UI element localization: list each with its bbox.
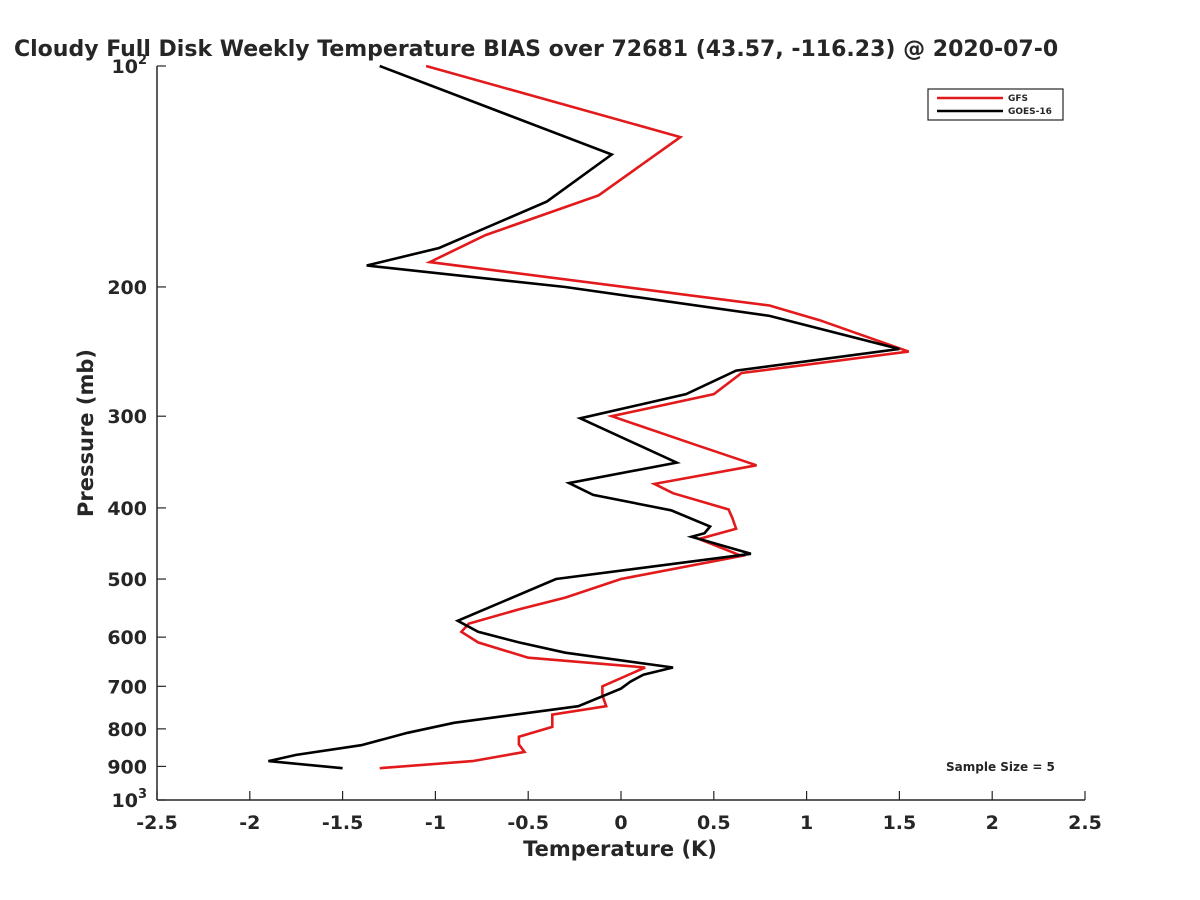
chart-title: Cloudy Full Disk Weekly Temperature BIAS… — [14, 37, 1058, 62]
x-tick-label: 0.5 — [697, 812, 731, 834]
series-line-goes16 — [268, 64, 900, 770]
y-tick-label: 103 — [112, 787, 148, 812]
legend-box — [927, 88, 1064, 121]
x-axis-label: Temperature (K) — [523, 837, 717, 861]
y-tick-label: 700 — [107, 676, 147, 698]
x-tick-label: -2.5 — [136, 812, 178, 834]
y-tick-label: 200 — [107, 277, 147, 299]
x-tick-label: 0 — [614, 812, 627, 834]
x-tick-label: -0.5 — [507, 812, 549, 834]
sample-size-annotation: Sample Size = 5 — [946, 760, 1055, 774]
x-tick-label: 1 — [800, 812, 813, 834]
legend-label-gfs: GFS — [1008, 94, 1028, 104]
plot-axes: -2.5 -2 -1.5 -1 -0.5 0 0.5 1 1.5 2 2.5 102 200 300 400… — [107, 53, 1102, 834]
y-tick-label: 800 — [107, 719, 147, 741]
y-tick-label: 900 — [107, 756, 147, 778]
y-tick-label: 300 — [107, 406, 147, 428]
x-tick-label: 1.5 — [883, 812, 917, 834]
x-tick-label: -2 — [239, 812, 260, 834]
y-tick-label: 102 — [112, 53, 148, 78]
y-axis-label: Pressure (mb) — [74, 349, 98, 517]
y-tick-label: 600 — [107, 627, 147, 649]
legend: GFS GOES-16 — [927, 88, 1064, 121]
x-tick-label: 2.5 — [1068, 812, 1102, 834]
legend-label-goes16: GOES-16 — [1008, 107, 1052, 117]
x-tick-label: -1 — [425, 812, 446, 834]
series-line-gfs — [379, 64, 910, 770]
y-tick-label: 400 — [107, 498, 147, 520]
x-tick-label: -1.5 — [322, 812, 364, 834]
series-layer — [268, 64, 910, 770]
y-tick-label: 500 — [107, 569, 147, 591]
x-tick-label: 2 — [986, 812, 999, 834]
